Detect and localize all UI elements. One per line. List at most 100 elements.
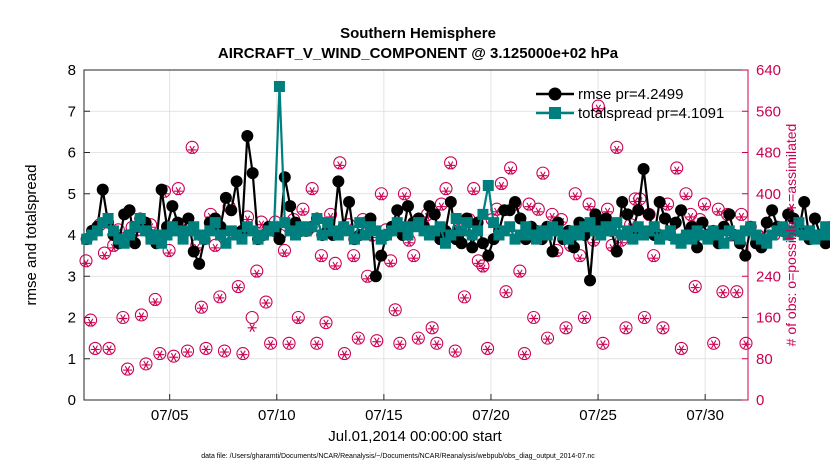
obs-possible-point xyxy=(277,243,292,258)
obs-assimilated-stroke xyxy=(189,145,195,155)
obs-assimilated-stroke xyxy=(364,274,371,284)
totalspread-point xyxy=(322,217,334,229)
y-right-tick-label: 0 xyxy=(756,392,764,409)
totalspread-point xyxy=(611,217,623,229)
obs-assimilated-point xyxy=(196,304,206,313)
obs-possible-point xyxy=(656,321,670,335)
obs-assimilated-point xyxy=(570,192,580,201)
obs-possible-point xyxy=(199,341,213,355)
obs-assimilated-point xyxy=(649,254,659,263)
obs-assimilated-point xyxy=(155,350,165,359)
totalspread-point xyxy=(247,225,259,237)
obs-possible-point xyxy=(305,182,319,196)
rmse-point xyxy=(444,196,457,208)
obs-possible-point xyxy=(319,316,333,330)
totalspread-point xyxy=(397,221,409,233)
obs-assimilated-stroke xyxy=(701,202,708,211)
totalspread-point xyxy=(177,233,189,245)
totalspread-point xyxy=(102,213,114,224)
obs-assimilated-point xyxy=(81,259,91,268)
obs-assimilated-point xyxy=(533,207,543,216)
totalspread-point xyxy=(439,237,451,249)
obs-possible-point xyxy=(374,187,388,201)
obs-assimilated-stroke xyxy=(314,340,320,349)
obs-assimilated-point xyxy=(450,347,460,357)
rmse-point xyxy=(637,163,650,175)
obs-assimilated-stroke xyxy=(286,340,292,349)
obs-assimilated-point xyxy=(279,248,289,258)
obs-assimilated-stroke xyxy=(184,347,191,357)
obs-assimilated-point xyxy=(201,345,211,354)
totalspread-point xyxy=(172,225,184,237)
obs-assimilated-point xyxy=(316,254,326,263)
obs-possible-point xyxy=(120,362,135,376)
totalspread-point xyxy=(530,233,542,245)
y-right-tick-label: 560 xyxy=(756,103,781,120)
obs-assimilated-point xyxy=(538,171,548,180)
totalspread-point xyxy=(472,225,484,237)
obs-assimilated-point xyxy=(469,186,479,196)
totalspread-point xyxy=(215,229,227,241)
obs-assimilated-stroke xyxy=(650,254,657,263)
obs-assimilated-stroke xyxy=(295,315,302,325)
obs-assimilated-stroke xyxy=(595,104,602,113)
obs-possible-point xyxy=(647,249,661,263)
rmse-point xyxy=(466,241,479,254)
totalspread-point xyxy=(140,225,152,237)
x-tick-label: 07/05 xyxy=(151,407,189,424)
totalspread-point xyxy=(718,237,730,249)
obs-assimilated-point xyxy=(210,243,220,253)
obs-assimilated-point xyxy=(432,340,442,349)
x-tick-label: 07/25 xyxy=(579,407,617,424)
totalspread-point xyxy=(825,229,830,241)
obs-assimilated-stroke xyxy=(674,166,680,175)
obs-assimilated-stroke xyxy=(175,186,182,196)
obs-assimilated-point xyxy=(312,340,322,349)
obs-possible-point xyxy=(499,285,513,299)
obs-possible-point xyxy=(250,264,264,278)
totalspread-point xyxy=(306,221,318,233)
obs-assimilated-stroke xyxy=(738,212,745,222)
obs-assimilated-point xyxy=(376,192,386,201)
obs-assimilated-stroke xyxy=(526,202,532,211)
obs-assimilated-point xyxy=(524,202,534,211)
rmse-point xyxy=(278,171,291,184)
totalspread-point xyxy=(541,229,553,241)
totalspread-point xyxy=(761,237,773,249)
obs-possible-point xyxy=(439,182,453,196)
obs-assimilated-point xyxy=(399,192,409,201)
obs-assimilated-point xyxy=(187,145,197,155)
obs-assimilated-point xyxy=(104,345,114,354)
obs-possible-point xyxy=(674,341,688,355)
obs-assimilated-stroke xyxy=(281,248,288,258)
obs-assimilated-point xyxy=(169,353,179,362)
rmse-point xyxy=(482,249,495,262)
rmse-point xyxy=(155,183,168,196)
obs-possible-point xyxy=(282,336,296,350)
data-file-footer: data file: /Users/gharamti/Documents/NCA… xyxy=(201,453,595,460)
obs-assimilated-stroke xyxy=(166,248,172,258)
totalspread-point xyxy=(273,81,285,92)
y-axis-label: rmse and totalspread xyxy=(23,165,40,306)
obs-assimilated-stroke xyxy=(484,345,491,354)
obs-possible-point xyxy=(697,197,712,211)
obs-possible-point xyxy=(84,313,98,327)
obs-assimilated-point xyxy=(386,259,396,268)
obs-assimilated-point xyxy=(483,345,493,354)
totalspread-point xyxy=(514,229,526,241)
obs-assimilated-point xyxy=(353,334,363,344)
totalspread-point xyxy=(820,221,830,233)
totalspread-point xyxy=(107,225,119,237)
obs-assimilated-point xyxy=(284,340,294,349)
totalspread-point xyxy=(386,225,398,237)
totalspread-point xyxy=(477,208,489,220)
obs-assimilated-stroke xyxy=(341,350,348,359)
totalspread-point xyxy=(734,233,746,245)
x-tick-label: 07/15 xyxy=(365,407,403,424)
obs-possible-point xyxy=(153,347,167,361)
obs-possible-point xyxy=(670,161,684,175)
obs-possible-point xyxy=(730,285,744,299)
y-tick-label: 0 xyxy=(68,392,76,409)
obs-assimilated-stroke xyxy=(563,324,569,334)
rmse-point xyxy=(166,200,179,213)
